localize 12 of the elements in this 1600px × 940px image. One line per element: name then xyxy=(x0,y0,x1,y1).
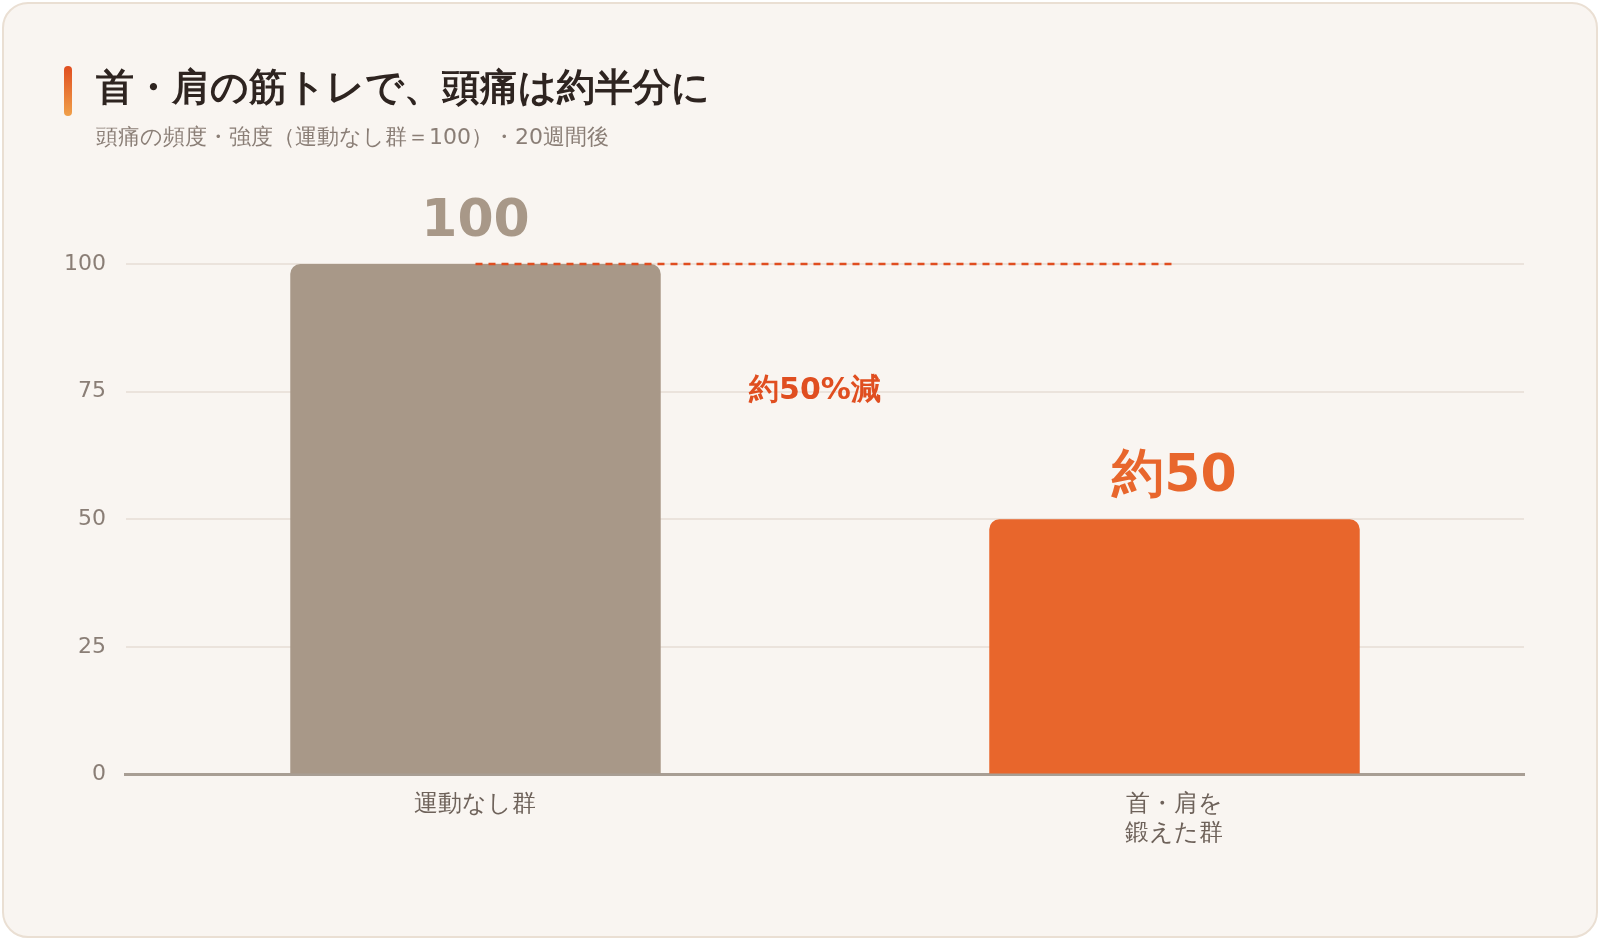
annotation: 約50%減 xyxy=(748,371,881,407)
y-tick-label: 25 xyxy=(77,632,106,658)
x-tick-label: 運動なし群 xyxy=(414,789,537,818)
y-tick-label: 75 xyxy=(77,377,106,403)
data-label: 約50 xyxy=(1111,442,1237,503)
y-tick-label: 0 xyxy=(91,760,106,786)
data-label: 100 xyxy=(421,187,530,248)
y-tick-label: 100 xyxy=(63,249,106,275)
y-tick-label: 50 xyxy=(77,504,106,530)
chart-title: 首・肩の筋トレで、頭痛は約半分に xyxy=(96,64,710,111)
chart-subtitle: 頭痛の頻度・強度（運動なし群＝100）・20週間後 xyxy=(96,123,609,151)
x-tick-label: 首・肩を鍛えた群 xyxy=(1125,789,1224,846)
